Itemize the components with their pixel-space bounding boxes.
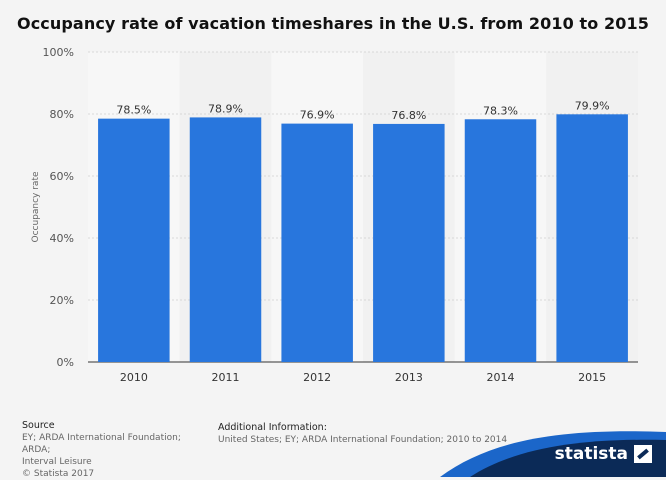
source-line: Interval Leisure (22, 457, 92, 467)
source-block: Source EY; ARDA International Foundation… (22, 420, 212, 480)
bar-value-label: 78.5% (116, 104, 151, 117)
copyright: © Statista 2017 (22, 469, 95, 479)
x-tick-label: 2015 (578, 371, 606, 384)
x-tick-label: 2010 (120, 371, 148, 384)
additional-info-block: Additional Information: United States; E… (218, 422, 518, 446)
y-tick-label: 100% (43, 46, 74, 59)
additional-info-text: United States; EY; ARDA International Fo… (218, 435, 508, 445)
y-tick-label: 20% (50, 294, 74, 307)
chart-title: Occupancy rate of vacation timeshares in… (17, 14, 649, 33)
bar (556, 114, 628, 362)
statista-wordmark: statista (554, 444, 628, 464)
x-tick-label: 2012 (303, 371, 331, 384)
bar-value-label: 78.3% (483, 104, 518, 117)
bar (189, 117, 262, 362)
additional-info-heading: Additional Information: (218, 422, 327, 433)
bar (281, 123, 353, 362)
x-tick-label: 2014 (487, 371, 515, 384)
bar (464, 119, 537, 363)
y-tick-label: 60% (50, 170, 74, 183)
y-axis-label: Occupancy rate (31, 171, 41, 242)
y-tick-label: 0% (57, 356, 74, 369)
x-tick-label: 2013 (395, 371, 423, 384)
y-tick-label: 40% (50, 232, 74, 245)
bar (373, 123, 445, 362)
y-tick-label: 80% (50, 108, 74, 121)
bar-value-label: 79.9% (575, 99, 610, 112)
x-tick-label: 2011 (212, 371, 240, 384)
bar-chart: 78.5% 78.9% 76.9% 76.8% 78.3% 79.9% 0% 20% 40% 6… (31, 46, 638, 384)
source-heading: Source (22, 420, 55, 431)
bar (98, 118, 170, 363)
bar-value-label: 78.9% (208, 102, 243, 115)
statista-logo-icon (634, 445, 652, 463)
bar-value-label: 76.8% (391, 109, 426, 122)
statista-logo[interactable]: statista (555, 444, 652, 464)
source-line: EY; ARDA International Foundation; ARDA; (22, 433, 181, 455)
bar-value-label: 76.9% (300, 109, 335, 122)
